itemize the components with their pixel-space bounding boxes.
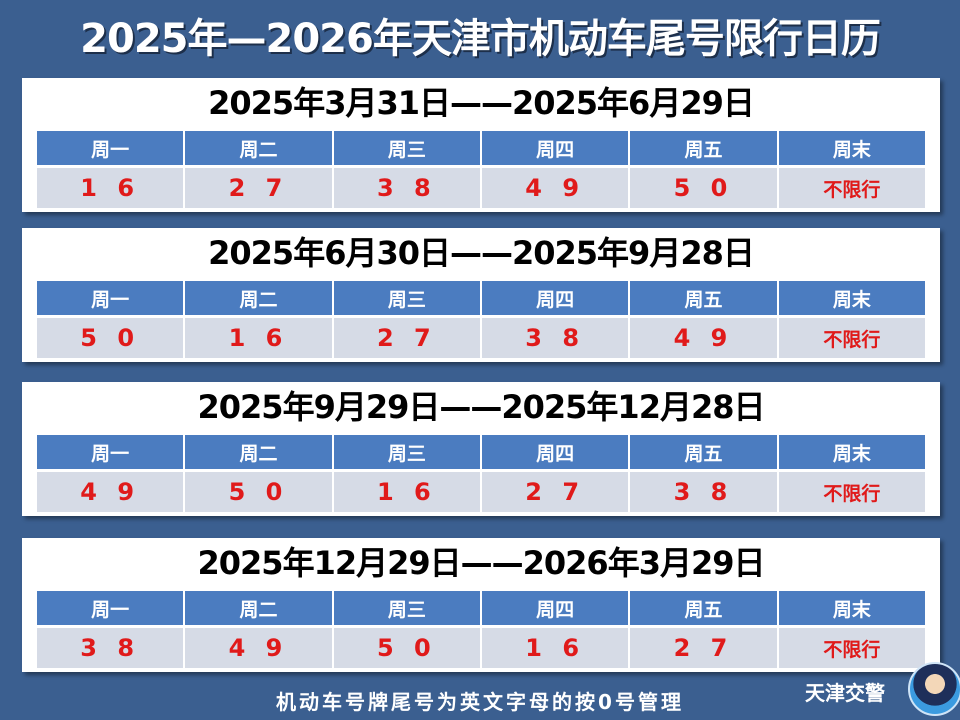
period-range: 2025年6月30日——2025年9月28日 — [208, 234, 755, 272]
day-header: 周三 — [333, 591, 480, 625]
restricted-digits: 4 9 — [481, 168, 629, 208]
header-row: 周一 周二 周三 周四 周五 周末 — [37, 281, 925, 315]
restricted-digits: 5 0 — [333, 628, 480, 668]
day-header: 周二 — [185, 435, 332, 469]
day-header: 周一 — [37, 131, 184, 165]
restricted-digits: 2 7 — [185, 168, 332, 208]
restricted-digits: 1 6 — [333, 472, 480, 512]
day-header: 周三 — [333, 281, 480, 315]
restricted-digits: 1 6 — [37, 168, 184, 208]
restricted-digits: 不限行 — [778, 628, 925, 668]
restricted-digits: 1 6 — [185, 318, 332, 358]
restricted-digits: 1 6 — [481, 628, 629, 668]
restricted-digits: 3 8 — [37, 628, 184, 668]
restricted-digits: 不限行 — [778, 168, 925, 208]
day-header: 周四 — [481, 131, 629, 165]
restricted-digits: 5 0 — [37, 318, 184, 358]
restricted-digits: 2 7 — [333, 318, 480, 358]
day-header: 周末 — [778, 591, 925, 625]
restricted-digits: 5 0 — [630, 168, 777, 208]
day-header: 周末 — [778, 281, 925, 315]
day-header: 周五 — [630, 591, 777, 625]
day-header: 周五 — [630, 435, 777, 469]
restricted-digits: 5 0 — [185, 472, 332, 512]
header-row: 周一 周二 周三 周四 周五 周末 — [37, 591, 925, 625]
period-range: 2025年9月29日——2025年12月28日 — [197, 388, 766, 426]
header-row: 周一 周二 周三 周四 周五 周末 — [37, 435, 925, 469]
restricted-digits: 3 8 — [481, 318, 629, 358]
police-avatar-logo — [908, 662, 960, 716]
restricted-digits: 4 9 — [185, 628, 332, 668]
footer-note: 机动车号牌尾号为英文字母的按0号管理 — [276, 690, 684, 714]
day-header: 周五 — [630, 281, 777, 315]
brand-watermark: 天津交警 — [805, 681, 885, 705]
day-header: 周四 — [481, 591, 629, 625]
day-header: 周二 — [185, 591, 332, 625]
day-header: 周末 — [778, 435, 925, 469]
day-header: 周末 — [778, 131, 925, 165]
day-header: 周一 — [37, 591, 184, 625]
page-title: 2025年—2026年天津市机动车尾号限行日历 — [80, 16, 881, 62]
day-header: 周三 — [333, 435, 480, 469]
restricted-digits: 2 7 — [630, 628, 777, 668]
restricted-digits: 3 8 — [333, 168, 480, 208]
restricted-digits: 不限行 — [778, 472, 925, 512]
period-range: 2025年3月31日——2025年6月29日 — [208, 84, 755, 122]
day-header: 周四 — [481, 435, 629, 469]
day-header: 周二 — [185, 281, 332, 315]
restricted-digits: 3 8 — [630, 472, 777, 512]
day-header: 周四 — [481, 281, 629, 315]
day-header: 周五 — [630, 131, 777, 165]
restricted-digits: 4 9 — [37, 472, 184, 512]
restricted-digits: 2 7 — [481, 472, 629, 512]
day-header: 周一 — [37, 281, 184, 315]
day-header: 周一 — [37, 435, 184, 469]
day-header: 周三 — [333, 131, 480, 165]
restricted-digits: 不限行 — [778, 318, 925, 358]
day-header: 周二 — [185, 131, 332, 165]
period-range: 2025年12月29日——2026年3月29日 — [197, 544, 766, 582]
restricted-digits: 4 9 — [630, 318, 777, 358]
header-row: 周一 周二 周三 周四 周五 周末 — [37, 131, 925, 165]
